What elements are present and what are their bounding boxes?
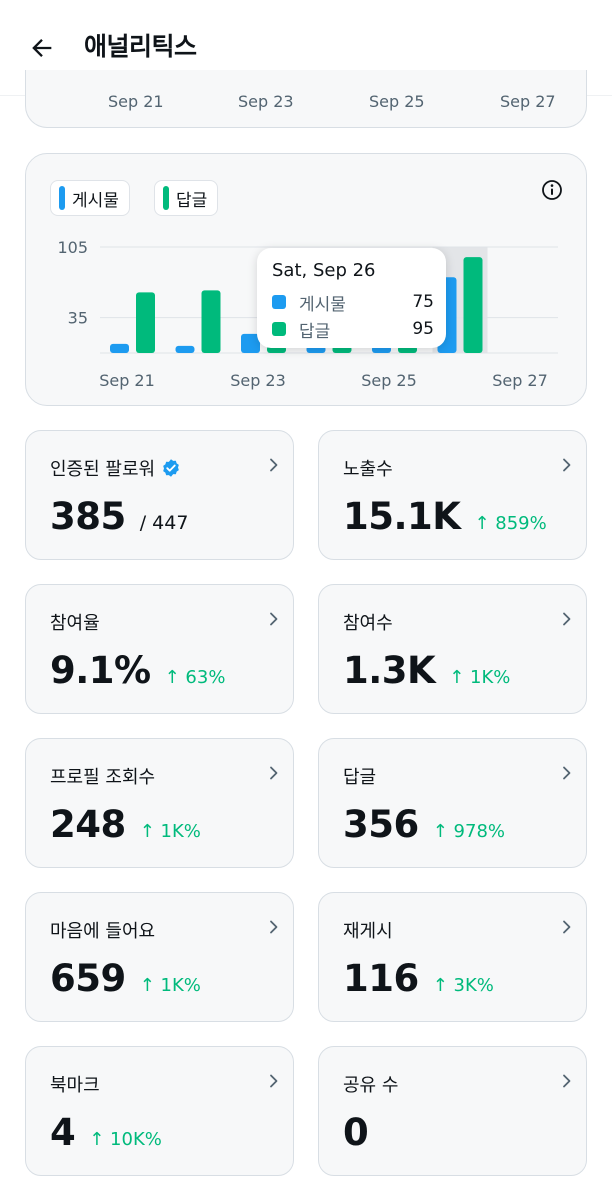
stat-change: ↑ 10K% (89, 1129, 162, 1150)
bar-replies (136, 292, 155, 353)
stat-value: 1.3K (343, 649, 436, 692)
stat-value-row: 9.1% ↑ 63% (50, 649, 225, 692)
stat-value: 248 (50, 803, 126, 846)
stat-value: 356 (343, 803, 419, 846)
stat-change: ↑ 1K% (139, 975, 201, 996)
legend-label: 답글 (176, 190, 208, 211)
page-title: 애널리틱스 (84, 32, 197, 61)
stat-value: 0 (343, 1111, 369, 1154)
chevron-right-icon (270, 920, 278, 934)
stat-value-row: 4 ↑ 10K% (50, 1111, 162, 1154)
stat-change: ↑ 3K% (432, 975, 494, 996)
x-tick-label: Sep 27 (500, 92, 556, 111)
stat-value-row: 356 ↑ 978% (343, 803, 505, 846)
verified-badge-icon (163, 459, 179, 477)
bar-posts (175, 345, 195, 353)
stat-value-row: 0 (343, 1111, 382, 1154)
stat-title: 공유 수 (343, 1075, 399, 1096)
stat-card-reposts[interactable]: 재게시 116 ↑ 3K% (318, 892, 587, 1022)
stat-card-bookmarks[interactable]: 북마크 4 ↑ 10K% (25, 1046, 294, 1176)
stat-change: ↑ 1K% (449, 667, 511, 688)
stat-value: 116 (343, 957, 419, 1000)
chevron-right-icon (270, 612, 278, 626)
legend-label: 게시물 (72, 190, 119, 211)
stat-value-row: 15.1K ↑ 859% (343, 495, 547, 538)
stat-card-shares[interactable]: 공유 수 0 (318, 1046, 587, 1176)
tooltip-label: 게시물 (299, 294, 346, 315)
back-button[interactable] (22, 28, 62, 68)
stat-card-likes[interactable]: 마음에 들어요 659 ↑ 1K% (25, 892, 294, 1022)
stat-value: 4 (50, 1111, 76, 1154)
tooltip-row-posts: 게시물 75 (272, 290, 434, 315)
tooltip-color-replies (272, 322, 286, 336)
bar-replies (463, 257, 483, 353)
legend-color-posts (59, 186, 65, 210)
stat-value-row: 385 / 447 (50, 495, 188, 538)
tooltip-value: 75 (412, 292, 434, 312)
chevron-right-icon (563, 920, 571, 934)
stat-card-engagement-rate[interactable]: 참여율 9.1% ↑ 63% (25, 584, 294, 714)
x-tick-label: Sep 27 (492, 371, 548, 390)
stat-title: 인증된 팔로워 (50, 455, 181, 481)
chevron-right-icon (270, 766, 278, 780)
stat-change: ↑ 63% (164, 667, 226, 688)
stat-title: 프로필 조회수 (50, 767, 156, 788)
chevron-right-icon (563, 1074, 571, 1088)
chevron-right-icon (270, 1074, 278, 1088)
x-tick-label: Sep 21 (108, 92, 164, 111)
tooltip-label: 답글 (299, 321, 331, 342)
bar-posts (110, 343, 129, 353)
stat-change: ↑ 859% (474, 513, 547, 534)
y-tick-label: 105 (57, 238, 88, 257)
stat-title-label: 인증된 팔로워 (50, 459, 156, 480)
legend-item-posts[interactable]: 게시물 (50, 180, 130, 216)
stat-title: 노출수 (343, 459, 393, 480)
stat-value: 15.1K (343, 495, 461, 538)
stat-value: 659 (50, 957, 126, 1000)
stat-card-impressions[interactable]: 노출수 15.1K ↑ 859% (318, 430, 587, 560)
posts-replies-chart-card: 게시물 답글 105 35 Sep 21 Sep 23 Sep 25 Sep 27 Sat… (25, 153, 587, 406)
stat-change: ↑ 1K% (139, 821, 201, 842)
bar-posts (241, 333, 260, 353)
stat-card-profile-visits[interactable]: 프로필 조회수 248 ↑ 1K% (25, 738, 294, 868)
stat-change: ↑ 978% (432, 821, 505, 842)
stat-value-row: 659 ↑ 1K% (50, 957, 201, 1000)
tooltip-color-posts (272, 295, 286, 309)
y-tick-label: 35 (68, 309, 88, 328)
stat-total: / 447 (139, 512, 189, 534)
tooltip-row-replies: 답글 95 (272, 317, 434, 342)
stat-title: 재게시 (343, 921, 393, 942)
info-icon[interactable] (540, 178, 564, 202)
x-tick-label: Sep 23 (238, 92, 294, 111)
stat-value-row: 116 ↑ 3K% (343, 957, 494, 1000)
arrow-left-icon (32, 39, 52, 57)
stat-title: 답글 (343, 767, 377, 788)
stat-value: 385 (50, 495, 126, 538)
stat-value-row: 1.3K ↑ 1K% (343, 649, 510, 692)
x-tick-label: Sep 25 (361, 371, 417, 390)
stat-card-replies[interactable]: 답글 356 ↑ 978% (318, 738, 587, 868)
tooltip-date: Sat, Sep 26 (272, 260, 376, 281)
stat-title: 마음에 들어요 (50, 921, 156, 942)
x-tick-label: Sep 25 (369, 92, 425, 111)
chart-tooltip: Sat, Sep 26 게시물 75 답글 95 (257, 248, 446, 348)
stat-card-engagements[interactable]: 참여수 1.3K ↑ 1K% (318, 584, 587, 714)
stat-title: 참여율 (50, 613, 100, 634)
x-tick-label: Sep 21 (99, 371, 155, 390)
previous-chart-card: Sep 21 Sep 23 Sep 25 Sep 27 (25, 70, 587, 128)
stat-title: 북마크 (50, 1075, 100, 1096)
stat-value: 9.1% (50, 649, 151, 692)
x-tick-label: Sep 23 (230, 371, 286, 390)
legend-color-replies (163, 186, 169, 210)
bar-replies (201, 290, 221, 353)
chevron-right-icon (270, 458, 278, 472)
chevron-right-icon (563, 766, 571, 780)
chevron-right-icon (563, 458, 571, 472)
tooltip-value: 95 (412, 319, 434, 339)
chevron-right-icon (563, 612, 571, 626)
stat-card-verified-followers[interactable]: 인증된 팔로워 385 / 447 (25, 430, 294, 560)
legend-item-replies[interactable]: 답글 (154, 180, 219, 216)
stat-title: 참여수 (343, 613, 393, 634)
stat-value-row: 248 ↑ 1K% (50, 803, 201, 846)
